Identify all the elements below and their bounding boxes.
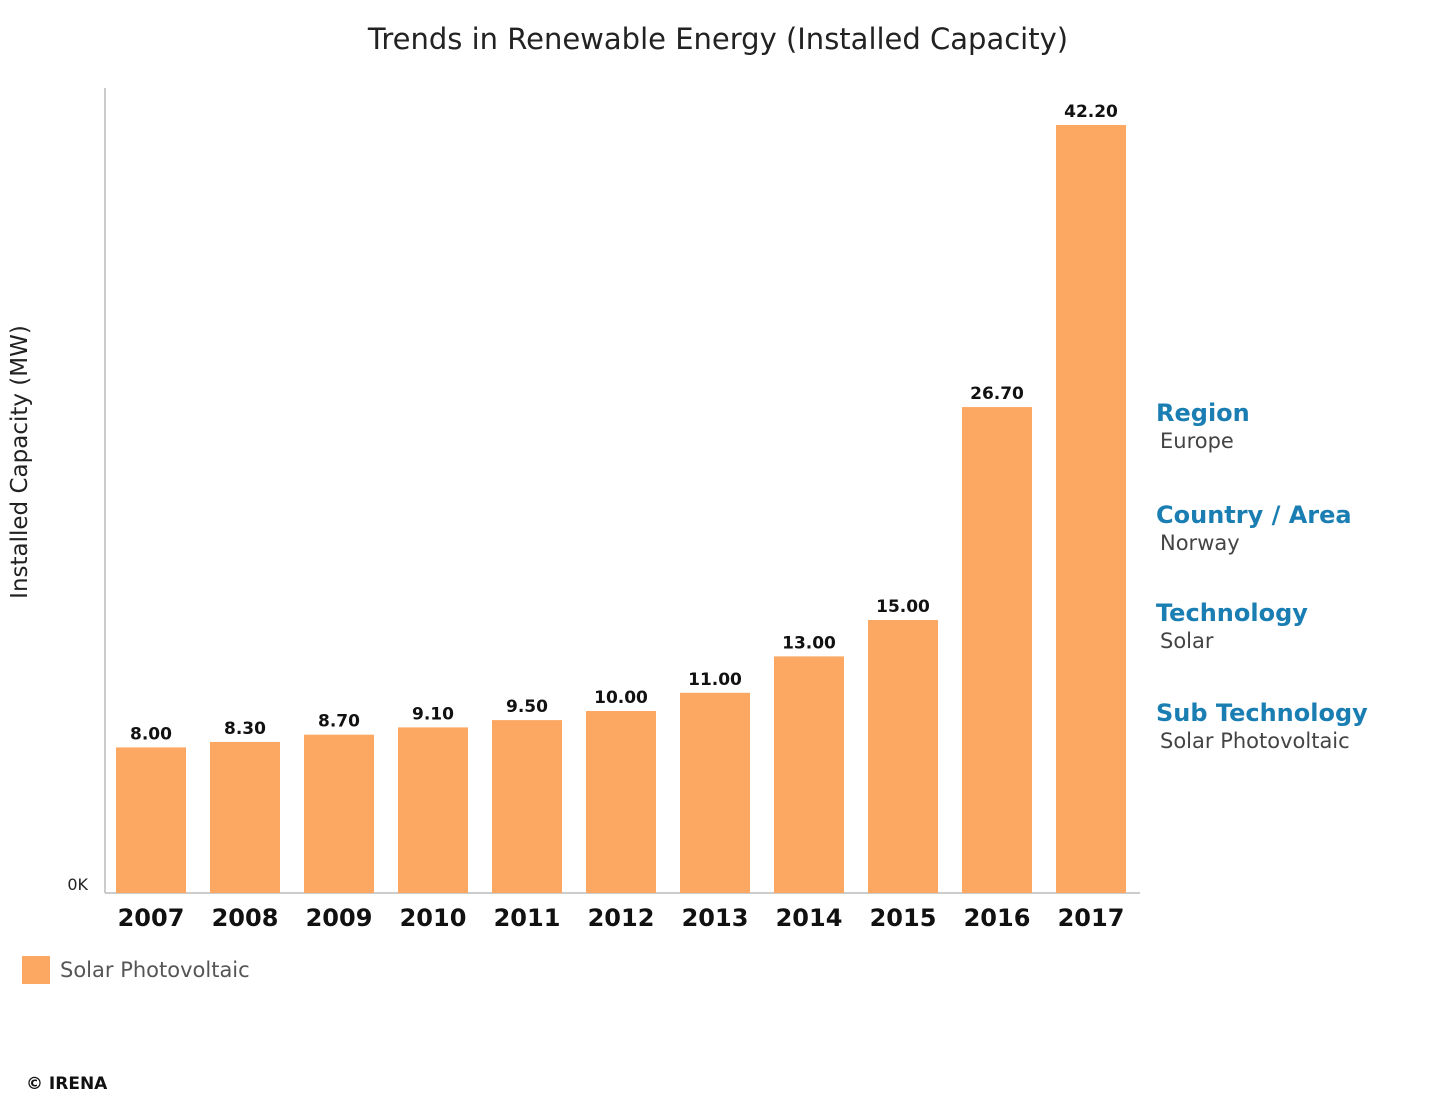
bar-2015: [868, 620, 938, 893]
info-region: Region Europe: [1156, 398, 1250, 454]
data-label-2014: 13.00: [782, 633, 836, 653]
data-label-2008: 8.30: [224, 719, 266, 739]
y-tick-label: 0K: [67, 875, 88, 894]
x-tick-label-2011: 2011: [494, 904, 561, 932]
data-label-2011: 9.50: [506, 697, 548, 717]
region-heading: Region: [1156, 399, 1250, 427]
data-label-2017: 42.20: [1064, 102, 1118, 122]
region-value: Europe: [1160, 429, 1234, 453]
legend-swatch: [22, 956, 50, 984]
bar-2014: [774, 656, 844, 893]
x-tick-label-2010: 2010: [400, 904, 467, 932]
x-tick-label-2014: 2014: [776, 904, 843, 932]
technology-value: Solar: [1160, 629, 1214, 653]
country-heading: Country / Area: [1156, 501, 1352, 529]
bar-2011: [492, 720, 562, 893]
x-tick-label-2009: 2009: [306, 904, 373, 932]
data-label-2007: 8.00: [130, 724, 172, 744]
technology-heading: Technology: [1156, 599, 1308, 627]
x-tick-label-2007: 2007: [118, 904, 185, 932]
y-axis-label: Installed Capacity (MW): [7, 325, 33, 599]
legend: Solar Photovoltaic: [22, 956, 250, 984]
x-tick-label-2016: 2016: [964, 904, 1031, 932]
data-label-2015: 15.00: [876, 597, 930, 617]
data-label-2012: 10.00: [594, 688, 648, 708]
data-label-2009: 8.70: [318, 712, 360, 732]
bar-2009: [304, 734, 374, 893]
bar-2016: [962, 407, 1032, 893]
bar-2012: [586, 711, 656, 893]
data-label-2010: 9.10: [412, 704, 454, 724]
bar-2008: [210, 741, 280, 893]
info-subtechnology: Sub Technology Solar Photovoltaic: [1156, 698, 1368, 754]
legend-label: Solar Photovoltaic: [60, 958, 250, 982]
info-technology: Technology Solar: [1156, 598, 1308, 654]
data-label-2013: 11.00: [688, 670, 742, 690]
x-tick-label-2013: 2013: [682, 904, 749, 932]
x-tick-label-2017: 2017: [1058, 904, 1125, 932]
data-label-2016: 26.70: [970, 384, 1024, 404]
x-tick-label-2012: 2012: [588, 904, 655, 932]
subtech-heading: Sub Technology: [1156, 699, 1368, 727]
copyright-text: © IRENA: [26, 1074, 108, 1094]
bar-2013: [680, 692, 750, 893]
info-country: Country / Area Norway: [1156, 500, 1352, 556]
chart-title: Trends in Renewable Energy (Installed Ca…: [367, 22, 1069, 56]
subtech-value: Solar Photovoltaic: [1160, 729, 1350, 753]
x-tick-label-2015: 2015: [870, 904, 937, 932]
x-tick-label-2008: 2008: [212, 904, 279, 932]
country-value: Norway: [1160, 531, 1240, 555]
bar-2007: [116, 747, 186, 893]
bar-2010: [398, 727, 468, 893]
bar-2017: [1056, 124, 1126, 893]
